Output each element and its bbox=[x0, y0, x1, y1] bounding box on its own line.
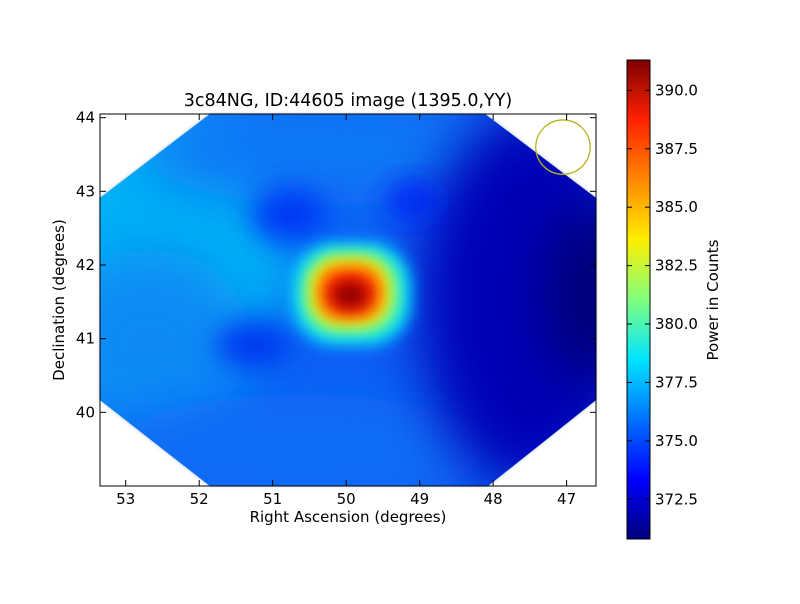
colorbar-tick-label: 387.5 bbox=[655, 140, 698, 158]
heatmap-dip-right bbox=[387, 182, 437, 218]
colorbar-tick-label: 375.0 bbox=[655, 432, 698, 450]
x-tick-label: 51 bbox=[263, 490, 282, 508]
y-tick-label: 42 bbox=[76, 256, 95, 274]
x-tick-label: 50 bbox=[337, 490, 356, 508]
y-axis-label: Declination (degrees) bbox=[50, 219, 68, 381]
colorbar-label: Power in Counts bbox=[704, 239, 722, 360]
heatmap-lower-band bbox=[110, 395, 490, 486]
y-tick-label: 43 bbox=[76, 182, 95, 200]
heatmap-left-lower bbox=[100, 250, 250, 430]
y-axis: 40 41 42 43 44 bbox=[76, 109, 596, 421]
colorbar-tick-label: 382.5 bbox=[655, 257, 698, 275]
x-tick-label: 49 bbox=[410, 490, 429, 508]
colorbar-tick-label: 390.0 bbox=[655, 81, 698, 99]
beam-circle bbox=[535, 119, 591, 175]
x-tick-label: 47 bbox=[557, 490, 576, 508]
colorbar-tick-label: 380.0 bbox=[655, 315, 698, 333]
colorbar-ticks: 372.5 375.0 377.5 380.0 382.5 385.0 387.5 390.0 bbox=[627, 81, 698, 508]
colorbar-tick-label: 372.5 bbox=[655, 490, 698, 508]
heatmap-image bbox=[100, 114, 596, 486]
heatmap-upper-band bbox=[140, 114, 520, 205]
heatmap-right-dim bbox=[420, 114, 596, 486]
plot-frame bbox=[99, 113, 597, 487]
x-axis: 53 52 51 50 49 48 47 bbox=[116, 114, 576, 508]
source-peak bbox=[332, 282, 368, 308]
x-tick-label: 48 bbox=[484, 490, 503, 508]
colorbar-tick-label: 377.5 bbox=[655, 373, 698, 391]
colorbar: 372.5 375.0 377.5 380.0 382.5 385.0 387.5 390.0… bbox=[626, 59, 722, 540]
heatmap-dip-upper bbox=[252, 187, 328, 243]
heatmap-dip-lower bbox=[215, 320, 295, 370]
colorbar-tick-label: 385.0 bbox=[655, 198, 698, 216]
x-axis-label: Right Ascension (degrees) bbox=[250, 508, 447, 526]
y-tick-label: 41 bbox=[76, 330, 95, 348]
x-tick-label: 52 bbox=[190, 490, 209, 508]
x-tick-label: 53 bbox=[116, 490, 135, 508]
y-tick-label: 40 bbox=[76, 403, 95, 421]
chart-title: 3c84NG, ID:44605 image (1395.0,YY) bbox=[184, 91, 512, 111]
colorbar-gradient bbox=[626, 59, 651, 540]
y-tick-label: 44 bbox=[76, 109, 95, 127]
heatmap-right-min bbox=[545, 205, 596, 385]
